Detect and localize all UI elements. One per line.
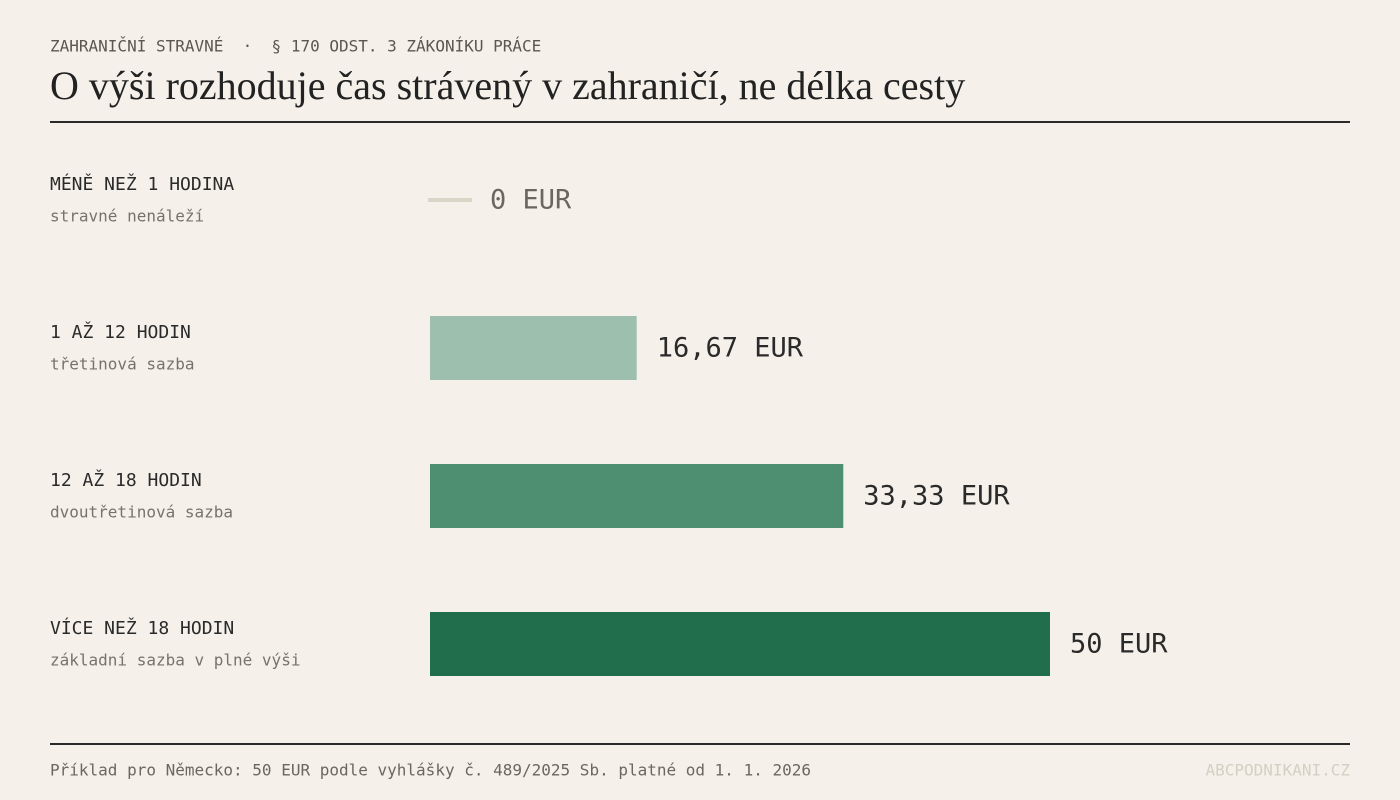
value-label: 16,67 EUR: [657, 333, 804, 364]
category-label: VÍCE NEŽ 18 HODIN: [50, 617, 234, 639]
category-sublabel: základní sazba v plné výši: [50, 651, 300, 670]
category-label: 12 AŽ 18 HODIN: [50, 469, 202, 491]
category-sublabel: třetinová sazba: [50, 355, 195, 374]
value-label: 0 EUR: [490, 185, 572, 216]
category-sublabel: stravné nenáleží: [50, 207, 204, 226]
chart-title: O výši rozhoduje čas strávený v zahranič…: [50, 63, 965, 108]
bar: [430, 464, 844, 528]
source: ABCPODNIKANI.CZ: [1206, 761, 1351, 780]
category-label: MÉNĚ NEŽ 1 HODINA: [50, 173, 234, 195]
footnote: Příklad pro Německo: 50 EUR podle vyhláš…: [50, 761, 811, 780]
bar: [430, 612, 1050, 676]
value-label: 50 EUR: [1070, 629, 1168, 660]
category-label: 1 AŽ 12 HODIN: [50, 321, 191, 343]
kicker: ZAHRANIČNÍ STRAVNÉ · § 170 ODST. 3 ZÁKON…: [50, 37, 541, 56]
category-sublabel: dvoutřetinová sazba: [50, 503, 233, 522]
value-label: 33,33 EUR: [863, 481, 1010, 512]
bar: [430, 316, 637, 380]
